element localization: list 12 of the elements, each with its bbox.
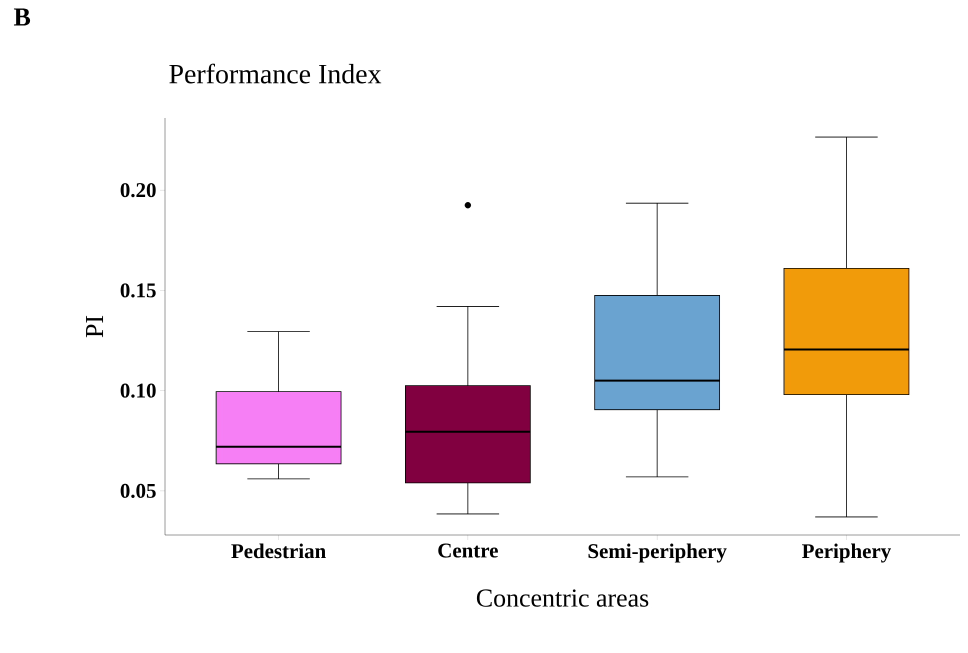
x-tick-label: Semi-periphery <box>588 544 727 563</box>
x-axis-title: Concentric areas <box>476 589 648 607</box>
y-tick-label: 0.20 <box>120 183 156 198</box>
y-axis-title: PI <box>86 316 104 338</box>
x-tick-label: Centre <box>438 544 498 558</box>
text: B <box>14 8 30 26</box>
y-tick-label: 0.10 <box>120 384 156 398</box>
y-tick-label: 0.05 <box>120 484 156 498</box>
x-tick-label: Pedestrian <box>231 544 326 558</box>
y-tick-label: 0.15 <box>120 283 156 298</box>
chart-title: Performance Index <box>169 64 382 84</box>
x-tick-label: Periphery <box>802 544 891 563</box>
